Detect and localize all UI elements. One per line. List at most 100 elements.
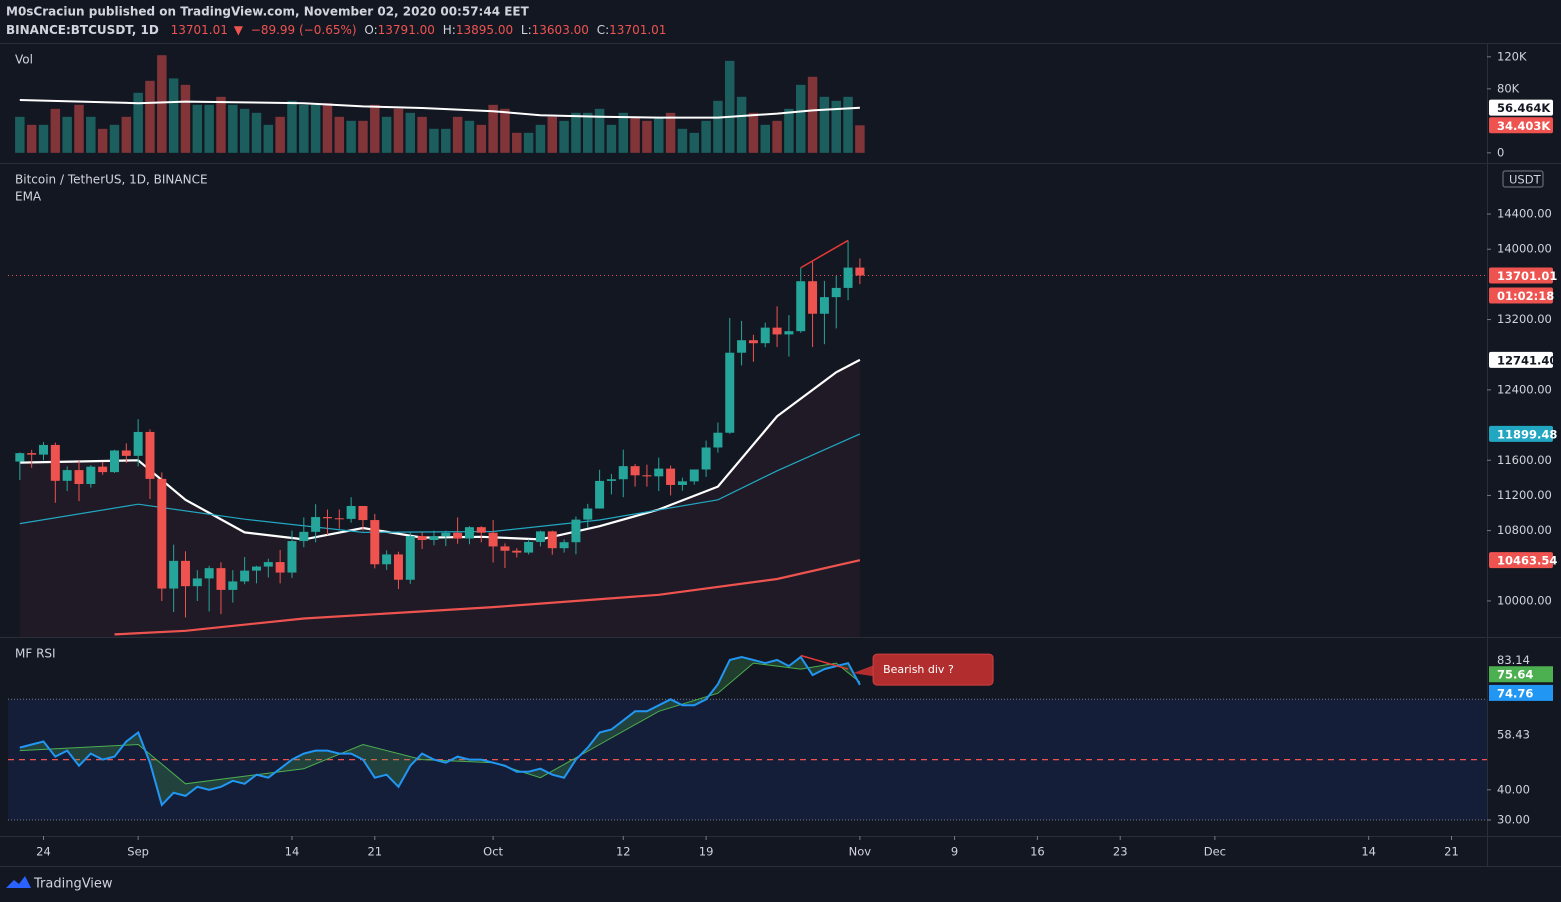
candle-body <box>654 468 664 477</box>
price-label: 13701.01 <box>1497 269 1557 283</box>
candle-body <box>38 444 48 455</box>
ema-area <box>19 359 860 637</box>
volume-bar <box>287 100 297 153</box>
price-label: 56.464K <box>1497 101 1551 115</box>
candle-body <box>831 287 841 298</box>
pane-title: Bitcoin / TetherUS, 1D, BINANCE <box>15 173 208 187</box>
volume-bar <box>310 104 321 153</box>
candle-body <box>393 554 403 580</box>
ohlc-label: H: <box>443 23 456 37</box>
volume-bar <box>843 96 853 153</box>
value-box <box>1489 666 1553 683</box>
candle-body <box>441 532 451 537</box>
candle-body <box>204 568 214 579</box>
volume-bar <box>677 128 688 153</box>
marker-box <box>1489 726 1553 743</box>
candle-body <box>701 447 711 470</box>
candle-body <box>299 531 309 542</box>
volume-bar <box>736 96 747 153</box>
symbol: BINANCE:BTCUSDT, 1D <box>6 23 159 37</box>
volume-bar <box>346 120 356 153</box>
candle-body <box>15 453 25 462</box>
ohlc-value: 13701.01 <box>609 23 666 37</box>
candle-body <box>677 481 687 485</box>
volume-bar <box>701 120 711 153</box>
candle-body <box>216 568 226 590</box>
volume-bar <box>772 120 782 153</box>
volume-bar <box>476 124 487 153</box>
trendline <box>800 654 849 670</box>
candle-body <box>559 542 569 549</box>
volume-bar <box>606 124 617 153</box>
value-label: 75.64 <box>1497 668 1533 682</box>
volume-bar <box>299 104 309 153</box>
candle-body <box>796 281 806 332</box>
marker-label: 58.43 <box>1497 728 1530 742</box>
candle-body <box>50 444 60 481</box>
candle-body <box>169 560 179 589</box>
line <box>19 99 860 119</box>
candle-body <box>346 505 356 519</box>
pane-frame <box>0 43 1561 867</box>
candle-body <box>145 431 155 479</box>
volume-bar <box>26 124 37 153</box>
candle-body <box>74 470 84 484</box>
volume-bar <box>168 78 179 153</box>
x-tick-label: 14 <box>285 845 300 859</box>
volume-bar <box>855 125 865 153</box>
candle-body <box>500 546 510 551</box>
volume-bar <box>38 124 49 153</box>
candle-body <box>417 536 427 541</box>
volume-bar <box>192 104 203 153</box>
y-tick-label: 30.00 <box>1497 813 1530 827</box>
x-tick-label: 14 <box>1361 845 1376 859</box>
volume-bar <box>370 104 380 153</box>
volume-bar <box>180 84 191 153</box>
candle-body <box>311 517 321 532</box>
price-label: 10463.54 <box>1497 554 1557 568</box>
volume-bar <box>381 116 392 153</box>
volume-bar <box>535 124 546 153</box>
candle-body <box>488 532 498 547</box>
value-box <box>1489 684 1553 701</box>
volume-bar <box>251 112 262 153</box>
volume-bar <box>216 96 226 153</box>
candle-body <box>630 466 640 476</box>
line <box>114 559 861 636</box>
volume-bar <box>441 128 451 153</box>
x-tick-label: 9 <box>951 845 958 859</box>
price-label: 34.403K <box>1497 119 1551 133</box>
price-label-box <box>1489 425 1553 442</box>
candle-body <box>476 527 486 533</box>
y-tick-label: 80K <box>1497 81 1520 95</box>
countdown-box <box>1489 287 1553 304</box>
x-tick-label: 12 <box>616 845 631 859</box>
x-tick-label: Sep <box>127 845 149 859</box>
volume-bar <box>109 124 120 153</box>
volume-bar <box>819 96 830 153</box>
ohlc-value: 13791.00 <box>378 23 435 37</box>
volume-bar <box>807 76 818 153</box>
symbol-line: BINANCE:BTCUSDT, 1D 13701.01 ▼ −89.99 (−… <box>6 23 666 37</box>
candle-body <box>98 466 108 473</box>
candle-body <box>157 478 167 589</box>
y-tick-label: 11200.00 <box>1497 488 1552 502</box>
ohlc-value: 13895.00 <box>456 23 513 37</box>
volume-bar <box>630 116 640 153</box>
volume-bar <box>15 116 25 153</box>
y-tick-label: 120K <box>1497 49 1527 63</box>
volume-bar <box>204 104 214 153</box>
pane <box>15 55 865 153</box>
candle-body <box>121 450 131 456</box>
candle-body <box>464 527 474 539</box>
x-tick-label: Oct <box>483 845 503 859</box>
ohlc-label: O: <box>364 23 377 37</box>
price-label: 12741.40 <box>1497 353 1557 367</box>
candle-body <box>334 518 344 520</box>
candle-body <box>453 532 463 539</box>
volume-bar <box>358 120 368 153</box>
volume-bar <box>464 120 475 153</box>
volume-bar <box>488 104 498 153</box>
volume-bar <box>275 116 285 153</box>
